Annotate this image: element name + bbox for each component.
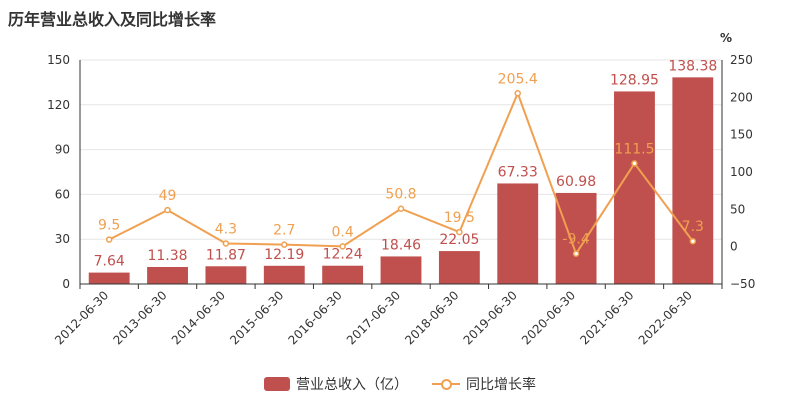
revenue-bar-label: 11.87 bbox=[206, 247, 246, 263]
bars bbox=[88, 77, 714, 285]
y-right-tick-label: 50 bbox=[730, 202, 745, 216]
x-tick-label: 2020-06-30 bbox=[519, 288, 578, 347]
revenue-bar bbox=[438, 251, 480, 284]
revenue-bar-label: 138.38 bbox=[668, 58, 717, 74]
revenue-bar bbox=[497, 183, 539, 284]
y-right-tick-label: −50 bbox=[730, 277, 755, 291]
growth-point bbox=[631, 160, 638, 167]
growth-line-path bbox=[108, 90, 694, 256]
growth-point bbox=[514, 90, 521, 97]
revenue-bar-label: 11.38 bbox=[147, 248, 187, 264]
growth-point bbox=[281, 241, 288, 248]
revenue-bar bbox=[263, 265, 305, 284]
y-left-tick-label: 90 bbox=[55, 143, 70, 157]
y-left-tick-label: 150 bbox=[47, 53, 70, 67]
growth-point bbox=[339, 243, 346, 250]
y-right-unit: % bbox=[720, 31, 732, 45]
revenue-bar-label: 67.33 bbox=[498, 164, 538, 180]
revenue-bar bbox=[614, 91, 655, 285]
y-right-tick-label: 150 bbox=[730, 128, 753, 142]
legend-item-growth[interactable]: 同比增长率 bbox=[432, 374, 536, 394]
revenue-bar-label: 12.24 bbox=[323, 247, 363, 263]
x-tick-label: 2021-06-30 bbox=[577, 288, 636, 347]
growth-point-label: 0.4 bbox=[332, 224, 354, 240]
growth-line bbox=[105, 90, 697, 257]
x-tick-label: 2019-06-30 bbox=[461, 288, 520, 347]
growth-point bbox=[164, 206, 171, 214]
y-left-tick-label: 60 bbox=[55, 187, 70, 201]
y-left-tick-label: 0 bbox=[62, 277, 70, 291]
y-left-tick-label: 120 bbox=[47, 98, 70, 112]
legend: 营业总收入（亿） 同比增长率 bbox=[0, 374, 800, 394]
revenue-bar bbox=[555, 192, 597, 284]
growth-point-label: 4.3 bbox=[215, 221, 237, 237]
growth-point-label: -9.4 bbox=[562, 232, 589, 248]
growth-point-label: 9.5 bbox=[98, 218, 120, 234]
growth-point-label: 205.4 bbox=[498, 71, 538, 87]
legend-line-swatch bbox=[432, 377, 460, 391]
growth-point bbox=[572, 250, 580, 257]
legend-item-revenue[interactable]: 营业总收入（亿） bbox=[264, 374, 408, 394]
growth-point bbox=[222, 240, 230, 247]
revenue-bar-label: 18.46 bbox=[381, 237, 421, 253]
legend-revenue-label: 营业总收入（亿） bbox=[296, 377, 408, 393]
y-right-tick-label: 100 bbox=[730, 165, 753, 179]
revenue-bar bbox=[147, 267, 188, 284]
revenue-bar-label: 7.64 bbox=[94, 254, 125, 270]
chart-title: 历年营业总收入及同比增长率 bbox=[8, 10, 217, 29]
data-labels: 7.64 11.38 11.87 12.19 12.24 18.46 22.05 67.33 6… bbox=[94, 58, 718, 269]
growth-point-label: 2.7 bbox=[273, 223, 295, 239]
growth-point-label: 111.5 bbox=[614, 141, 654, 157]
growth-point-label: 49 bbox=[159, 188, 177, 204]
growth-point-label: 19.5 bbox=[444, 210, 475, 226]
x-tick-label: 2017-06-30 bbox=[344, 288, 403, 347]
y-right-tick-label: 250 bbox=[730, 53, 753, 67]
growth-point-label: 50.8 bbox=[385, 187, 416, 203]
revenue-bar-label: 22.05 bbox=[439, 232, 479, 248]
x-tick-label: 2014-06-30 bbox=[169, 288, 228, 347]
x-tick-label: 2022-06-30 bbox=[636, 288, 695, 347]
growth-point-label: 7.3 bbox=[682, 219, 704, 235]
revenue-bar bbox=[205, 266, 247, 284]
legend-growth-label: 同比增长率 bbox=[466, 377, 536, 393]
x-tick-label: 2013-06-30 bbox=[110, 288, 169, 347]
revenue-bar-label: 128.95 bbox=[610, 72, 659, 88]
revenue-bar bbox=[380, 256, 422, 284]
x-tick-label: 2015-06-30 bbox=[227, 288, 286, 347]
growth-point bbox=[105, 236, 113, 243]
revenue-bar-label: 60.98 bbox=[556, 174, 596, 190]
x-tick-label: 2018-06-30 bbox=[402, 288, 461, 347]
revenue-bar bbox=[88, 272, 130, 284]
growth-point bbox=[397, 205, 405, 212]
y-right-tick-label: 200 bbox=[730, 90, 753, 104]
growth-point bbox=[456, 228, 463, 236]
growth-point bbox=[689, 237, 697, 245]
y-left-tick-label: 30 bbox=[55, 232, 70, 246]
y-right-tick-label: 0 bbox=[730, 240, 738, 254]
revenue-bar-label: 12.19 bbox=[264, 247, 304, 263]
x-tick-label: 2012-06-30 bbox=[52, 288, 111, 347]
revenue-bar bbox=[672, 77, 714, 284]
revenue-bar bbox=[322, 265, 364, 284]
x-tick-label: 2016-06-30 bbox=[286, 288, 345, 347]
legend-bar-swatch bbox=[264, 377, 290, 391]
